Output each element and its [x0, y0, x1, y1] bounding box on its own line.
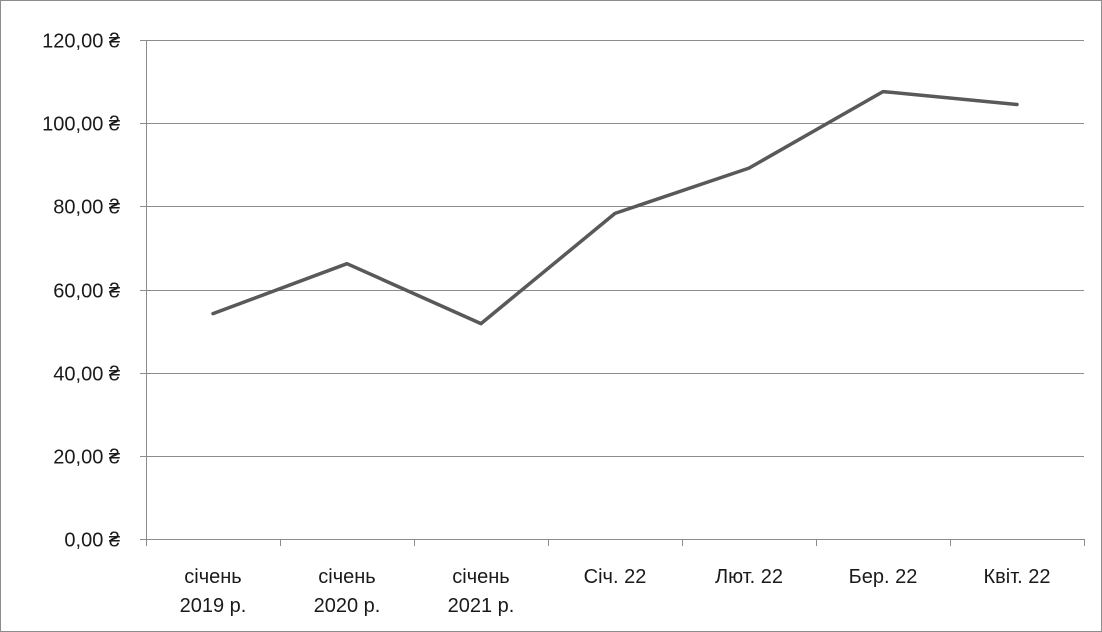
x-tick-label: Квіт. 22 — [983, 566, 1050, 588]
x-tick-label: Бер. 22 — [849, 566, 918, 588]
data-point — [613, 211, 617, 215]
y-tick-label: 100,00 ₴ — [42, 114, 120, 136]
data-point — [1015, 102, 1019, 106]
data-point — [345, 262, 349, 266]
y-tick-label: 40,00 ₴ — [53, 364, 120, 386]
x-tick-label: січень 2020 р. — [314, 566, 381, 617]
y-tick-label: 60,00 ₴ — [53, 281, 120, 303]
x-tick-label: січень 2019 р. — [180, 566, 247, 617]
data-point — [211, 312, 215, 316]
data-point — [881, 90, 885, 94]
data-point — [479, 322, 483, 326]
y-tick-label: 0,00 ₴ — [64, 530, 120, 552]
x-tick-label: Січ. 22 — [584, 566, 647, 588]
data-point — [747, 166, 751, 170]
y-tick-label: 120,00 ₴ — [42, 31, 120, 53]
x-tick-label: січень 2021 р. — [448, 566, 515, 617]
x-tick-label: Лют. 22 — [715, 566, 783, 588]
y-tick-label: 20,00 ₴ — [53, 447, 120, 469]
series-line — [211, 89, 1019, 326]
y-tick-label: 80,00 ₴ — [53, 197, 120, 219]
